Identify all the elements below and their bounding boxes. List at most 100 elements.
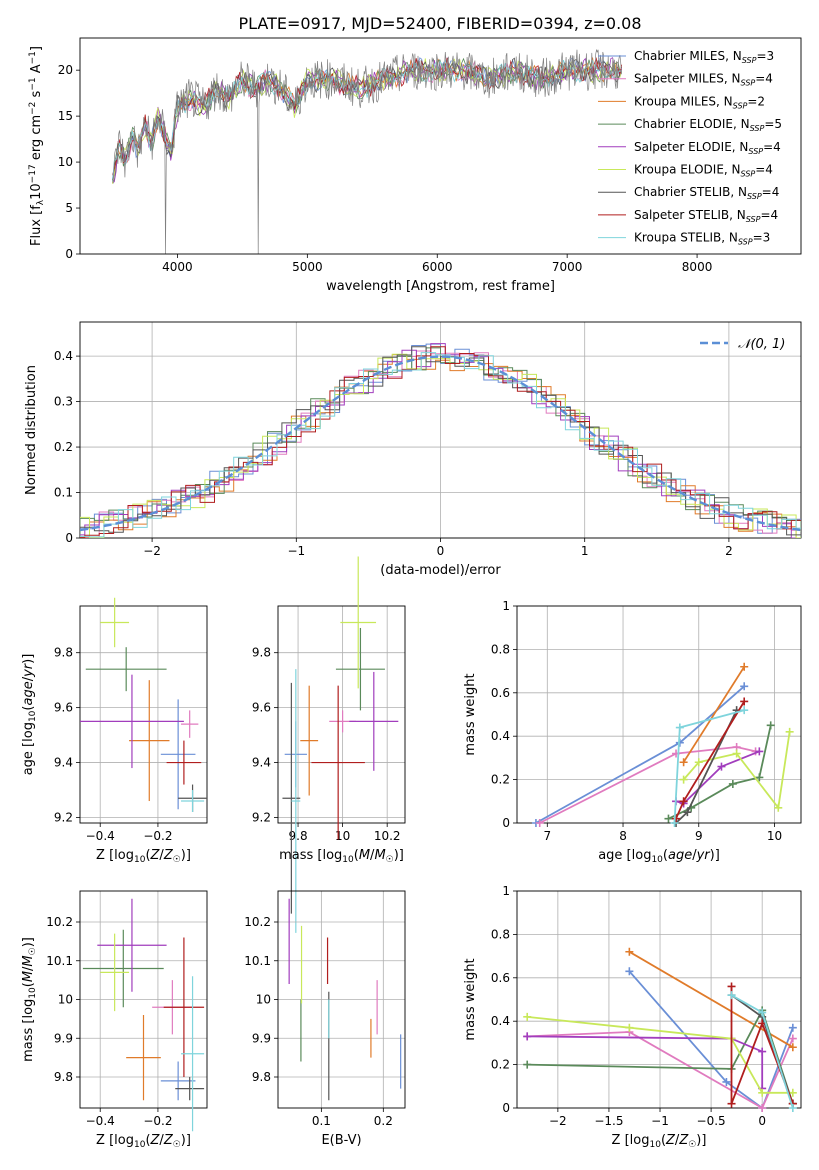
mass-weight-marker [670, 819, 679, 827]
legend-entry: Chabrier STELIB, NSSP=4 [634, 185, 779, 201]
mass_vs_EBV-x-label: E(B-V) [321, 1133, 361, 1148]
spectrum-model-line [112, 58, 623, 184]
mass_vs_Z-x-label: Z [log10(Z/Z☉)] [96, 1133, 191, 1150]
y-tick-label: 1 [502, 884, 510, 898]
mass-weight-line [527, 1008, 794, 1104]
spectrum-axes: 4000 5000 6000 7000 8000 0 5 10 15 20 [58, 37, 802, 274]
spectrum-model-line [112, 59, 622, 182]
mass-weight-marker [664, 814, 673, 823]
mass_vs_EBV-frame [277, 890, 406, 1109]
mass-weight-marker [740, 682, 749, 691]
legend-entry: Kroupa STELIB, NSSP=3 [634, 231, 770, 247]
mass-weight-line [527, 1035, 764, 1089]
x-tick-label: 8 [619, 829, 627, 843]
y-tick-label: 9.8 [54, 646, 73, 660]
mass-weight-marker [535, 819, 544, 827]
x-tick-label: −0.2 [143, 1114, 172, 1128]
y-tick-label: 0.4 [54, 349, 73, 363]
x-tick-label: 1 [581, 544, 589, 558]
x-tick-label: −2 [549, 1114, 567, 1128]
legend-entry: 𝒩(0, 1) [738, 337, 785, 352]
mass_vs_Z-frame [79, 890, 208, 1109]
mass-weight-marker [679, 758, 688, 767]
y-tick-label: 0.2 [491, 1058, 510, 1072]
age_vs_mass-axes: 9.8 10 10.2 9.2 9.4 9.6 9.8 [252, 605, 406, 843]
x-tick-label: −1.5 [594, 1114, 623, 1128]
x-tick-label: 6000 [422, 260, 453, 274]
age_vs_Z-errorbars [80, 597, 207, 813]
y-tick-label: 0.4 [491, 729, 510, 743]
x-tick-label: 5000 [292, 260, 323, 274]
spectrum-legend: Chabrier MILES, NSSP=3 Salpeter MILES, NS… [598, 49, 782, 247]
mass-weight-marker [672, 814, 681, 823]
mass-weight-marker [788, 1023, 797, 1032]
y-tick-label: 10.1 [244, 954, 271, 968]
massweight_vs_Z-x-label: Z [log10(Z/Z☉)] [612, 1133, 707, 1150]
y-tick-label: 0.8 [491, 642, 510, 656]
gaussian-curve [80, 355, 801, 532]
x-tick-label: 0 [437, 544, 445, 558]
y-tick-label: 5 [65, 201, 73, 215]
mass-weight-marker [679, 775, 688, 784]
mass-weight-line [682, 666, 745, 763]
mass-weight-marker [625, 1023, 634, 1032]
y-tick-label: 10 [58, 155, 73, 169]
mass-weight-marker [758, 1088, 767, 1097]
spectrum-y-label: Flux [fλ10−17 erg cm−2 s−1 A−1] [28, 46, 46, 246]
massweight_vs_age-x-label: age [log10(age/yr)] [598, 848, 720, 865]
y-tick-label: 0 [502, 1101, 510, 1115]
y-tick-label: 15 [58, 109, 73, 123]
y-tick-label: 20 [58, 63, 73, 77]
y-tick-label: 0.2 [54, 440, 73, 454]
spectrum-frame [79, 37, 802, 255]
y-tick-label: 0.6 [491, 971, 510, 985]
mass-weight-marker [740, 697, 749, 706]
y-tick-label: 0.8 [491, 927, 510, 941]
y-tick-label: 9.8 [54, 1070, 73, 1084]
massweight_vs_Z-y-label: mass weight [463, 958, 478, 1040]
y-tick-label: 9.9 [54, 1031, 73, 1045]
residual-histogram [80, 346, 801, 536]
massweight_vs_age-y-label: mass weight [463, 673, 478, 755]
mass-weight-marker [788, 1034, 797, 1043]
mass-weight-marker [740, 662, 749, 671]
y-tick-label: 9.4 [252, 756, 271, 770]
mass-weight-marker [755, 773, 764, 782]
y-tick-label: 9.9 [252, 1031, 271, 1045]
y-tick-label: 0 [502, 816, 510, 830]
age_vs_mass-x-label: mass [log10(M/M☉)] [279, 848, 404, 865]
legend-entry: Kroupa MILES, NSSP=2 [634, 94, 765, 110]
figure-title: PLATE=0917, MJD=52400, FIBERID=0394, z=0… [238, 14, 641, 33]
y-tick-label: 9.2 [54, 811, 73, 825]
mass-weight-marker [722, 1077, 731, 1086]
massweight_vs_age-axes: 7 8 9 10 0 0.2 0.4 0.6 0.8 1 [491, 599, 802, 843]
residual-histograms [80, 343, 801, 538]
y-tick-label: 0.2 [491, 773, 510, 787]
mass-weight-marker [788, 1104, 797, 1112]
mass-weight-marker [788, 1043, 797, 1052]
x-tick-label: −1 [287, 544, 305, 558]
legend-entry: Salpeter MILES, NSSP=4 [634, 72, 773, 88]
x-tick-label: −2 [143, 544, 161, 558]
mass-weight-marker [758, 1008, 767, 1017]
y-tick-label: 9.8 [252, 1070, 271, 1084]
age_vs_Z-y-label: age [log10(age/yr)] [21, 654, 38, 776]
massweight_vs_Z-lines [523, 947, 797, 1112]
mass-weight-marker [523, 1032, 532, 1041]
y-tick-label: 10.2 [244, 915, 271, 929]
residual-histogram [80, 343, 801, 538]
spectrum-model-line [112, 57, 623, 175]
residual-histogram [80, 352, 801, 538]
massweight_vs_age-lines [531, 662, 794, 827]
mass_vs_EBV-axes: 0.1 0.2 9.8 9.9 10 10.1 10.2 [244, 890, 406, 1128]
residuals-y-label: Normed distribution [24, 365, 39, 495]
mass-weight-marker [727, 982, 736, 991]
y-tick-label: 0.6 [491, 686, 510, 700]
mass-weight-marker [523, 1012, 532, 1021]
y-tick-label: 0.3 [54, 395, 73, 409]
x-tick-label: 4000 [162, 260, 193, 274]
mass-weight-marker [625, 967, 634, 976]
x-tick-label: 2 [725, 544, 733, 558]
mass-weight-marker [679, 797, 688, 806]
mass-weight-marker [766, 721, 775, 730]
